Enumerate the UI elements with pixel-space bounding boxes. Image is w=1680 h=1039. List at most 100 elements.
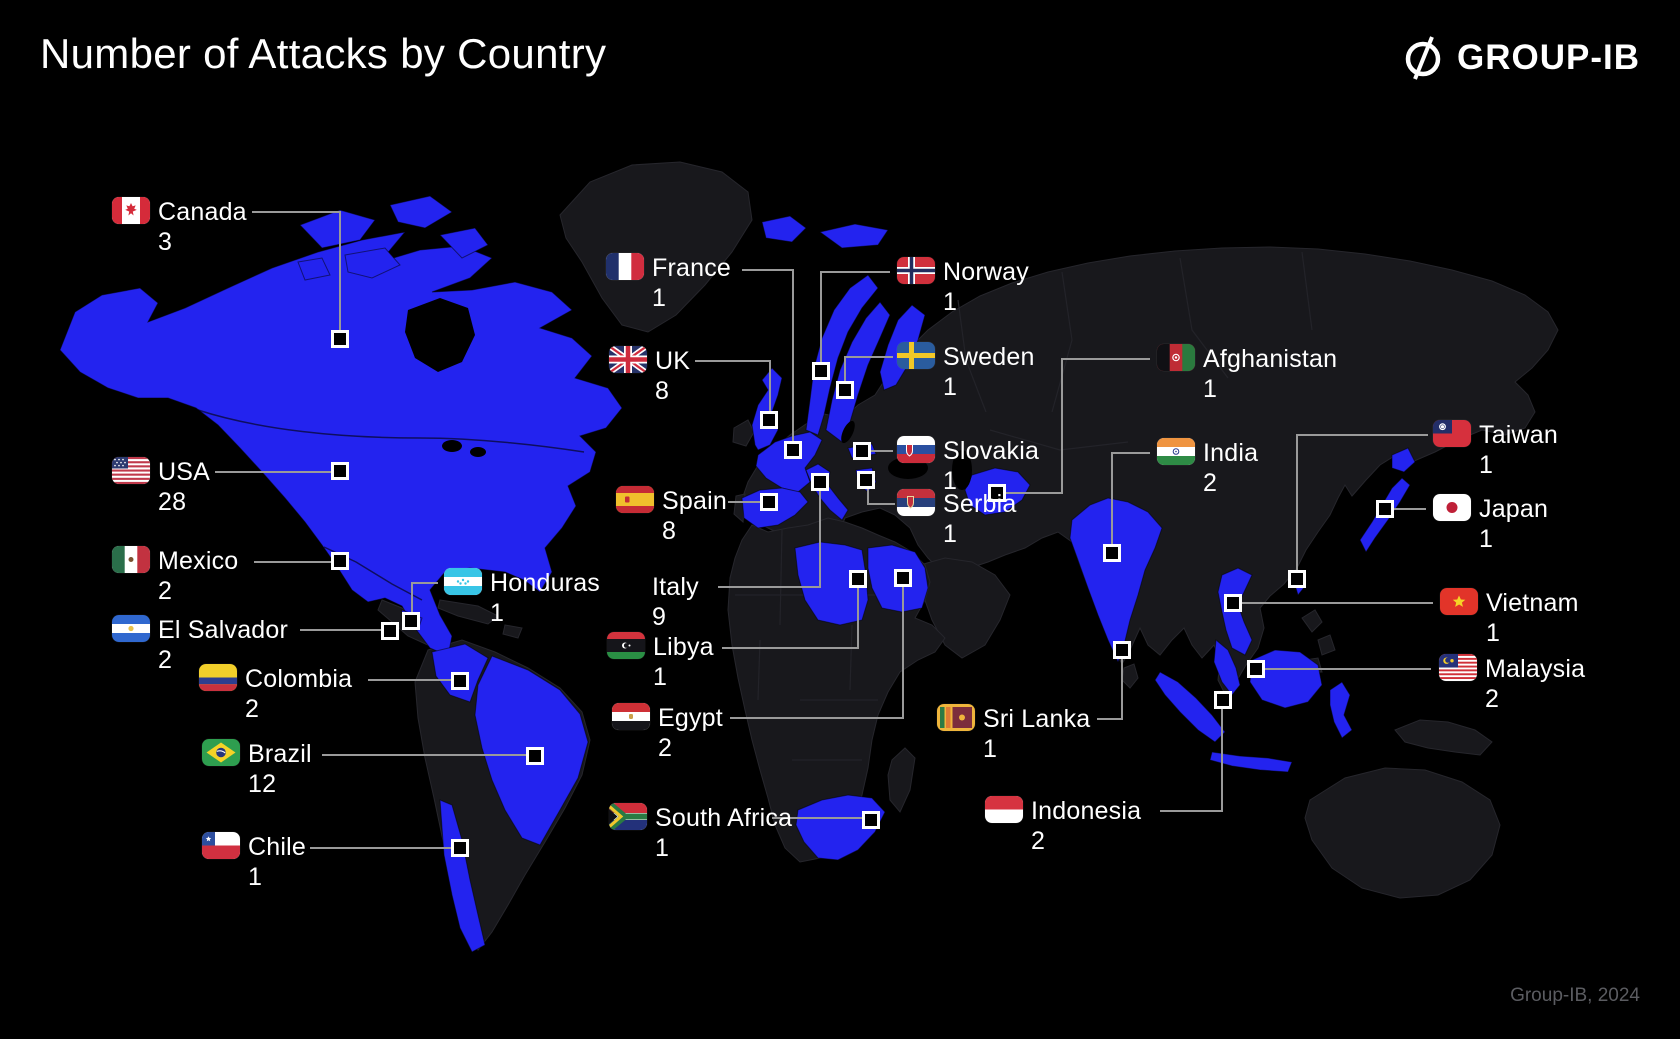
- malaysia-flag-icon: [1439, 654, 1477, 681]
- country-name: India: [1203, 439, 1259, 467]
- country-label-colombia: Colombia 2: [199, 664, 352, 724]
- connector-lines: [215, 211, 1433, 849]
- land-arabia: [919, 557, 1011, 659]
- country-name: Malaysia: [1485, 655, 1586, 683]
- country-label-el-salvador: El Salvador 2: [112, 615, 288, 675]
- country-name: France: [652, 254, 732, 282]
- country-name: Libya: [653, 633, 714, 661]
- indonesia-flag-icon: [985, 796, 1023, 823]
- country-label-usa: USA 28: [112, 457, 210, 517]
- country-name: Colombia: [245, 665, 353, 693]
- country-name: Egypt: [658, 704, 723, 732]
- land-hispaniola: [502, 624, 523, 639]
- region-malay-peninsula: [1213, 639, 1241, 696]
- map-marker-italy: [811, 473, 829, 491]
- map-marker-canada: [331, 330, 349, 348]
- country-count: 2: [158, 577, 173, 605]
- country-count: 1: [943, 467, 958, 495]
- country-name: Sri Lanka: [983, 705, 1091, 733]
- map-marker-norway: [812, 362, 830, 380]
- norway-flag-icon: [897, 257, 935, 284]
- map-marker-usa: [331, 462, 349, 480]
- country-label-indonesia: Indonesia 2: [985, 796, 1141, 856]
- country-count: 3: [158, 228, 173, 256]
- region-chile: [439, 799, 486, 953]
- credit-text: Group-IB, 2024: [1510, 985, 1640, 1006]
- map-marker-malaysia: [1247, 660, 1265, 678]
- land-australia: [1304, 767, 1501, 899]
- map-marker-india: [1103, 544, 1121, 562]
- country-count: 1: [1486, 619, 1501, 647]
- connector-india: [1111, 452, 1150, 544]
- country-name: Brazil: [248, 740, 312, 768]
- country-count: 1: [655, 834, 670, 862]
- land-cuba: [437, 599, 499, 625]
- canada-flag-icon: [112, 197, 150, 224]
- country-name: South Africa: [655, 804, 793, 832]
- india-flag-icon: [1157, 438, 1195, 465]
- country-name: Chile: [248, 833, 306, 861]
- country-name: UK: [655, 347, 691, 375]
- map-marker-serbia: [857, 471, 875, 489]
- country-label-malaysia: Malaysia 2: [1439, 654, 1585, 714]
- brand-logo: GROUP-IB: [1401, 34, 1640, 82]
- map-marker-colombia: [451, 672, 469, 690]
- libya-flag-icon: [607, 632, 645, 659]
- land-greenland: [559, 161, 753, 333]
- country-name: Japan: [1479, 495, 1549, 523]
- connector-sweden: [844, 356, 893, 382]
- sri-lanka-flag-icon: [937, 704, 975, 731]
- region-sulawesi: [1329, 681, 1353, 739]
- country-label-japan: Japan 1: [1433, 494, 1548, 554]
- sweden-flag-icon: [897, 342, 935, 369]
- map-marker-vietnam: [1224, 594, 1242, 612]
- country-label-chile: Chile 1: [202, 832, 306, 892]
- region-north-america: [59, 231, 623, 657]
- taiwan-flag-icon: [1433, 420, 1471, 447]
- map-marker-el-salvador: [381, 622, 399, 640]
- country-label-vietnam: Vietnam 1: [1440, 588, 1579, 648]
- country-name: Canada: [158, 198, 247, 226]
- region-japan-hokkaido: [1391, 447, 1416, 473]
- country-name: Vietnam: [1486, 589, 1579, 617]
- region-borneo: [1249, 649, 1323, 709]
- map-marker-libya: [849, 570, 867, 588]
- spain-flag-icon: [616, 486, 654, 513]
- connector-egypt: [730, 587, 904, 719]
- region-arctic-islands: [297, 195, 489, 281]
- country-count: 1: [652, 284, 667, 312]
- map-marker-honduras: [402, 612, 420, 630]
- map-marker-chile: [451, 839, 469, 857]
- land-madagascar: [887, 747, 916, 813]
- serbia-flag-icon: [897, 489, 935, 516]
- country-label-egypt: Egypt 2: [612, 703, 723, 763]
- country-count: 1: [943, 520, 958, 548]
- map-marker-france: [784, 441, 802, 459]
- connector-afghanistan: [1006, 358, 1150, 494]
- country-label-india: India 2: [1157, 438, 1258, 498]
- country-count: 1: [943, 288, 958, 316]
- country-label-honduras: Honduras 1: [444, 568, 600, 628]
- page-title: Number of Attacks by Country: [40, 30, 607, 77]
- country-count: 2: [658, 734, 673, 762]
- country-label-south-africa: South Africa 1: [609, 803, 792, 863]
- country-count: 1: [248, 863, 263, 891]
- connector-libya: [722, 588, 859, 649]
- country-label-sweden: Sweden 1: [897, 342, 1035, 402]
- connector-serbia: [867, 489, 895, 505]
- connector-norway: [820, 271, 890, 363]
- map-marker-spain: [760, 493, 778, 511]
- region-uk: [751, 367, 783, 451]
- country-count: 2: [1031, 827, 1046, 855]
- country-count: 28: [158, 488, 187, 516]
- country-label-france: France 1: [606, 253, 731, 313]
- country-border-lines: [735, 251, 1313, 761]
- slovakia-flag-icon: [897, 436, 935, 463]
- land-new-guinea: [1394, 719, 1493, 756]
- uk-flag-icon: [609, 346, 647, 373]
- country-name: Italy: [652, 573, 699, 601]
- country-name: Taiwan: [1479, 421, 1559, 449]
- map-markers: [331, 330, 1394, 857]
- region-norway: [805, 274, 879, 436]
